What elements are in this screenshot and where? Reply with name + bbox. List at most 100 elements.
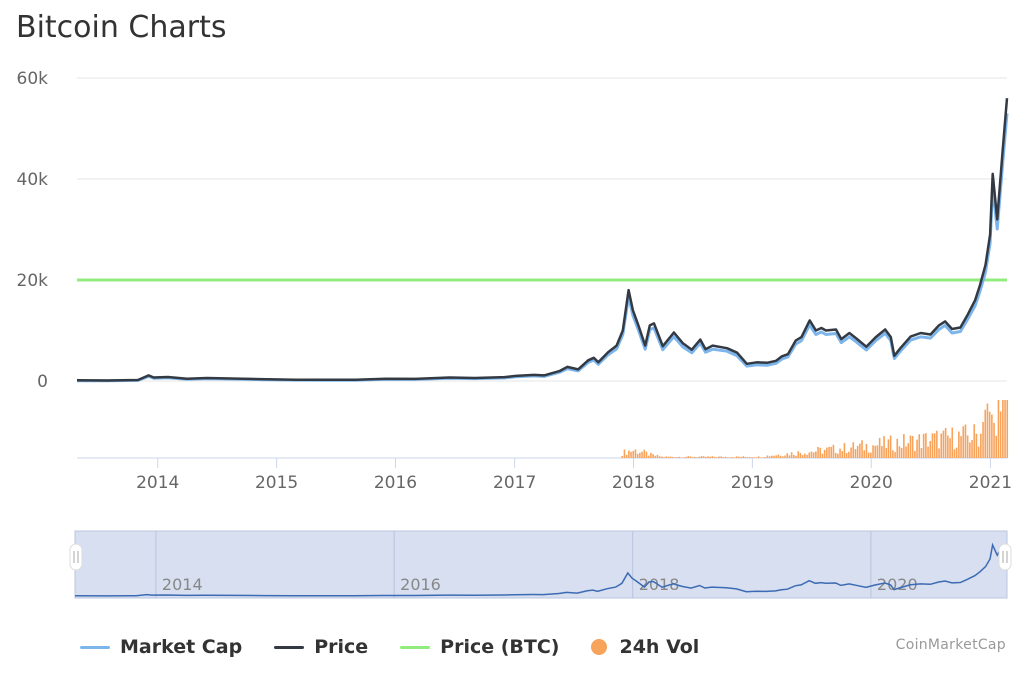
- volume-bar: [903, 434, 905, 458]
- volume-bar: [623, 449, 626, 458]
- volume-bar: [810, 451, 813, 458]
- volume-bar: [883, 436, 885, 458]
- volume-bar: [650, 452, 652, 458]
- volume-bar: [727, 457, 729, 458]
- volume-bar: [898, 446, 901, 458]
- volume-bar: [806, 454, 808, 458]
- volume-bar: [709, 456, 712, 458]
- navigator-tick-label: 2016: [400, 575, 441, 594]
- volume-bar: [889, 435, 892, 458]
- volume-bar: [667, 456, 670, 458]
- volume-bar: [958, 431, 960, 458]
- legend-item-price[interactable]: Price: [274, 636, 368, 658]
- legend-label: Price (BTC): [440, 636, 560, 658]
- volume-bar: [795, 455, 797, 458]
- volume-bar: [768, 456, 771, 458]
- navigator-tick-label: 2020: [877, 575, 918, 594]
- volume-bar: [797, 451, 800, 458]
- volume-bar: [632, 450, 635, 458]
- volume-bar: [865, 443, 868, 458]
- navigator-series: [74, 542, 1007, 597]
- volume-bar: [771, 455, 773, 458]
- volume-bar: [850, 447, 852, 458]
- volume-bar: [656, 454, 659, 458]
- credit-link[interactable]: CoinMarketCap: [895, 637, 1006, 653]
- legend-item-volume[interactable]: 24h Vol: [591, 636, 699, 658]
- volume-bar: [933, 433, 936, 458]
- volume-bar: [722, 457, 725, 458]
- volume-bar: [920, 448, 923, 458]
- volume-bar: [804, 453, 806, 458]
- volume-bar: [931, 433, 934, 458]
- volume-bar: [628, 450, 630, 458]
- x-tick-label: 2020: [850, 473, 893, 493]
- volume-bar: [788, 455, 791, 458]
- volume-bar: [645, 451, 648, 458]
- price-line[interactable]: [76, 98, 1009, 382]
- volume-bar: [654, 455, 657, 458]
- navigator-tick-label: 2014: [162, 575, 203, 594]
- volume-bar: [936, 430, 938, 458]
- volume-bar: [720, 456, 723, 458]
- volume-bar: [647, 455, 650, 458]
- volume-bar: [683, 457, 685, 458]
- volume-bar: [784, 455, 786, 458]
- navigator[interactable]: 2014 2016 2018 2020: [69, 530, 1012, 599]
- volume-bar: [955, 447, 958, 458]
- x-tick-label: 2014: [136, 473, 179, 493]
- volume-bar: [828, 446, 830, 458]
- volume-bar: [848, 451, 850, 458]
- price-btc-swatch: [400, 645, 431, 649]
- volume-bar: [1002, 400, 1004, 458]
- series-lines[interactable]: [76, 98, 1009, 383]
- legend-item-market-cap[interactable]: Market Cap: [80, 636, 242, 658]
- volume-bar: [929, 441, 932, 458]
- volume-bar: [863, 450, 866, 458]
- volume-bar: [742, 456, 745, 458]
- volume-bar: [663, 457, 665, 458]
- volume-bar: [766, 455, 769, 458]
- volume-bar: [786, 453, 789, 458]
- x-tick-label: 2017: [493, 473, 536, 493]
- volume-bar: [960, 436, 962, 458]
- volume-bar: [817, 447, 819, 458]
- volume-bar: [907, 443, 910, 458]
- chart-title: Bitcoin Charts: [16, 10, 227, 45]
- volume-bar: [900, 447, 903, 458]
- market-cap-line[interactable]: [76, 113, 1009, 383]
- volume-bar: [749, 457, 751, 458]
- volume-bar: [977, 446, 980, 458]
- volume-bar: [634, 449, 637, 458]
- volume-bar: [678, 456, 681, 458]
- volume-bar: [799, 452, 802, 458]
- volume-bar: [661, 456, 663, 458]
- legend-item-price-btc[interactable]: Price (BTC): [400, 636, 559, 658]
- volume-bar: [687, 456, 690, 458]
- volume-bar: [925, 433, 927, 458]
- volume-bar: [641, 451, 643, 458]
- volume-bar: [672, 456, 674, 458]
- volume-bar: [916, 439, 918, 458]
- volume-bar: [843, 443, 846, 458]
- grid-lines: [77, 77, 1007, 382]
- volume-bar: [834, 452, 837, 458]
- volume-bar: [735, 456, 738, 458]
- volume-bar: [738, 456, 740, 458]
- volume-bar: [1006, 400, 1009, 458]
- volume-bar: [914, 450, 916, 458]
- volume-bar: [676, 457, 679, 458]
- volume-bar: [801, 455, 804, 458]
- volume-bar: [984, 409, 987, 458]
- volume-bar: [698, 456, 701, 458]
- navigator-handle-left[interactable]: [69, 543, 83, 571]
- volume-bar: [812, 452, 815, 458]
- volume-bar: [685, 456, 687, 458]
- volume-bar: [755, 457, 758, 458]
- volume-bar: [973, 424, 976, 458]
- navigator-selection[interactable]: [74, 530, 1008, 599]
- navigator-handle-right[interactable]: [998, 543, 1012, 571]
- volume-bar: [775, 455, 778, 458]
- volume-bar: [837, 453, 839, 458]
- volume-bar: [652, 454, 654, 458]
- volume-bar: [922, 433, 925, 458]
